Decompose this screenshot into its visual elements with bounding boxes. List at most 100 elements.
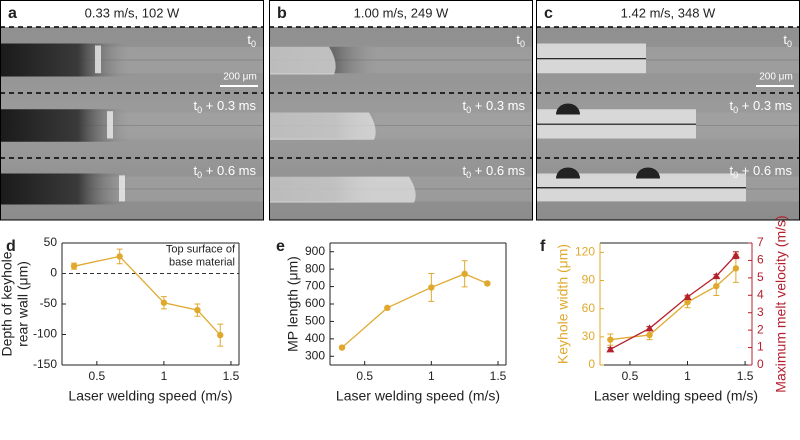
frame-label-base: t [463,163,467,178]
y-tick-label: 500 [305,314,325,328]
y-tick-label: 400 [305,331,325,345]
frame-label-sub: 0 [733,105,738,115]
y-tick-label: 60 [582,301,596,315]
melt-pool [269,46,336,75]
frame-label: t0 [247,32,256,49]
y2-tick-label: 6 [757,253,764,267]
panel-frame [0,0,264,221]
frame-label-base: t [194,98,198,113]
frame-label-base: t [194,163,198,178]
y-tick-label: 800 [305,261,325,275]
point [712,272,721,280]
point [116,253,123,260]
y-axis-label: rear wall (μm) [15,261,31,347]
panel-title: 0.33 m/s, 102 W [85,5,180,20]
panel-letter: a [8,5,17,22]
frame-label-rest: + 0.6 ms [471,163,525,178]
panel-frame [269,0,533,221]
x-tick-label: 0.5 [622,369,639,383]
keyhole [636,167,660,179]
point [646,331,653,339]
point [160,299,168,306]
melt-pool [269,112,376,140]
x-axis-label: Laser welding speed (m/s) [68,388,232,404]
frame-label-sub: 0 [197,170,202,180]
panel-letter: d [6,238,16,255]
x-axis-label: Laser welding speed (m/s) [594,388,758,404]
frame-label-rest: + 0.6 ms [738,163,792,178]
series-line [610,254,737,350]
frame-label: t0 + 0.3 ms [194,98,257,115]
point [607,336,614,343]
point [731,251,740,259]
point [217,331,224,339]
dark-region [0,43,130,77]
melt-pool [107,111,113,139]
y-tick-label: -100 [33,327,57,341]
series-line [341,273,488,349]
point [645,324,654,332]
frame-label: t0 [783,32,792,49]
x-tick-label: 0.5 [89,369,106,383]
point [338,344,346,351]
frame-label-sub: 0 [520,39,525,49]
y2-tick-label: 3 [757,305,764,319]
y-tick-label: 120 [575,245,595,259]
frame-label-rest: + 0.3 ms [471,98,525,113]
frame-label-sub: 0 [197,105,202,115]
y-tick-label: 0 [588,357,595,371]
annotation: base material [169,256,235,268]
frame-label-base: t [516,32,520,47]
panel-title: 1.00 m/s, 249 W [354,5,449,20]
frame-label-base: t [783,32,787,47]
frame-label-sub: 0 [466,170,471,180]
scale-bar-label: 200 μm [759,72,793,83]
y2-tick-label: 2 [757,322,764,336]
point [194,306,201,314]
x-axis-label: Laser welding speed (m/s) [336,388,500,404]
x-tick-label: 0.5 [356,369,373,383]
point [684,298,691,306]
x-tick-label: 1 [161,369,168,383]
y-tick-label: 700 [305,279,325,293]
x-tick-label: 1 [428,369,435,383]
point [384,304,391,312]
dark-region [0,173,130,205]
y2-tick-label: 7 [757,235,764,249]
melt-pool [269,176,416,203]
panel-letter: c [544,5,553,22]
y-tick-label: 600 [305,296,325,310]
keyhole [556,103,580,115]
scale-bar-label: 200 μm [223,72,257,83]
frame-label-base: t [730,98,734,113]
point [713,282,720,290]
frame-label: t0 + 0.3 ms [463,98,526,115]
annotation: Top surface of [166,243,236,255]
y-axis-label: MP length (μm) [285,256,301,352]
frame-label-rest: + 0.3 ms [738,98,792,113]
y-axis-label: Keyhole width (μm) [555,244,571,364]
frame-label-sub: 0 [251,39,256,49]
y-tick-label: 50 [44,235,58,249]
frame-label: t0 + 0.6 ms [194,163,257,180]
frame-label-base: t [463,98,467,113]
y2-tick-label: 1 [757,340,764,354]
frame-label: t0 + 0.6 ms [463,163,526,180]
y2-axis-label: Maximum melt velocity (m/s) [773,215,789,392]
melt-pool [95,45,101,74]
x-tick-label: 1.5 [490,369,507,383]
frame-label-rest: + 0.6 ms [202,163,256,178]
y-tick-label: -150 [33,357,57,371]
y-axis-label: Depth of keyhole [0,251,15,356]
melt-pool [119,175,125,202]
y-tick-label: -50 [40,296,58,310]
frame-label: t0 + 0.6 ms [730,163,793,180]
frame-label-sub: 0 [787,39,792,49]
point [683,293,692,301]
y2-tick-label: 5 [757,270,764,284]
x-tick-label: 1.5 [737,369,754,383]
y2-tick-label: 0 [757,357,764,371]
y-tick-label: 900 [305,244,325,258]
point [606,345,615,353]
point [428,284,435,291]
